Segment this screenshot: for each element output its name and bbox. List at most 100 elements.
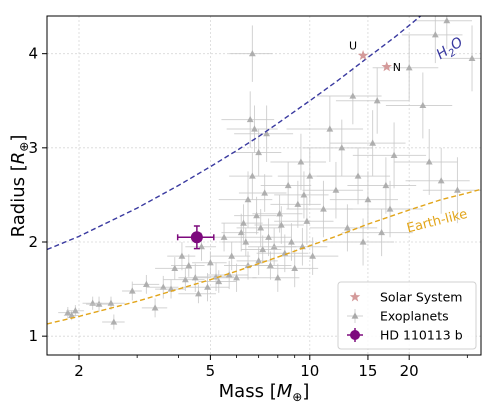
exoplanet-point: [260, 161, 312, 210]
exoplanet-marker: [369, 139, 377, 146]
exoplanet-point: [316, 67, 382, 125]
exoplanet-point: [341, 209, 413, 257]
exoplanet-marker: [110, 318, 118, 325]
exoplanet-point: [221, 227, 267, 257]
exoplanet-point: [181, 273, 230, 302]
exoplanet-point: [264, 223, 315, 261]
exoplanet-point: [405, 147, 470, 214]
exoplanet-point: [221, 204, 263, 242]
exoplanet-point: [218, 171, 273, 228]
exoplanet-point: [221, 91, 275, 148]
exoplanet-point: [234, 196, 276, 235]
exoplanet-point: [155, 257, 193, 280]
exoplanet-point: [234, 105, 294, 162]
exoplanet-point: [329, 171, 399, 228]
exoplanet-marker: [359, 238, 367, 245]
plot-frame: [46, 15, 482, 356]
exoplanet-point: [272, 227, 328, 266]
exoplanet-point: [352, 122, 427, 189]
exoplanet-marker: [142, 280, 150, 287]
exoplanet-marker: [443, 17, 451, 24]
exoplanet-point: [347, 180, 423, 238]
exoplanet-marker: [233, 274, 240, 281]
exoplanet-marker: [225, 271, 233, 278]
exoplanet-marker: [246, 115, 254, 123]
exoplanet-point: [286, 180, 353, 238]
exoplanet-point: [302, 161, 364, 219]
exoplanet-marker: [437, 177, 445, 184]
exoplanet-point: [229, 25, 273, 82]
planet-label-n: N: [393, 61, 401, 74]
exoplanet-point: [329, 110, 406, 177]
exoplanet-point: [372, 34, 439, 101]
exoplanet-point: [385, 72, 453, 139]
exoplanet-point: [221, 213, 259, 252]
exoplanet-point: [66, 305, 84, 317]
exoplanet-marker: [198, 243, 205, 250]
y-tick-label: 3: [28, 139, 38, 157]
exoplanet-marker: [71, 307, 79, 314]
exoplanet-point: [241, 218, 292, 257]
y-tick-label: 4: [28, 45, 38, 63]
exoplanet-point: [226, 105, 278, 153]
y-tick-label: 1: [28, 327, 38, 345]
exoplanet-marker: [228, 252, 236, 259]
exoplanet-marker: [251, 125, 258, 132]
exoplanet-marker: [390, 151, 398, 158]
exoplanet-marker: [431, 31, 439, 38]
y-axis-label: Radius [R⊕]: [8, 135, 31, 238]
x-tick-label: 2: [74, 362, 84, 380]
exoplanet-marker: [107, 299, 115, 306]
x-tick-label: 5: [206, 362, 216, 380]
exoplanet-marker: [326, 125, 334, 132]
exoplanet-point: [401, 16, 463, 64]
exoplanet-point: [236, 246, 278, 275]
x-tick-label: 10: [300, 362, 319, 380]
exoplanet-marker: [244, 196, 252, 203]
exoplanet-marker: [454, 186, 461, 193]
exoplanet-point: [309, 204, 378, 252]
planet-label-u: U: [349, 40, 357, 53]
legend-marker-hd110113b: [350, 330, 360, 340]
exoplanet-marker: [303, 217, 311, 224]
legend: Solar System Exoplanets HD 110113 b: [337, 281, 477, 350]
legend-label: Exoplanets: [380, 309, 449, 324]
exoplanet-marker: [354, 172, 362, 179]
exoplanet-marker: [349, 92, 357, 99]
exoplanet-marker: [267, 261, 274, 269]
earth-like-curve: [47, 188, 481, 325]
exoplanet-marker: [468, 54, 476, 61]
exoplanet-point: [274, 171, 329, 219]
exoplanet-marker: [215, 277, 223, 285]
exoplanet-marker: [263, 130, 271, 137]
legend-marker-exoplanets: [351, 312, 359, 319]
exoplanet-marker: [294, 200, 302, 207]
exoplanet-point: [335, 67, 410, 134]
exoplanet-marker: [255, 257, 263, 264]
exoplanet-point: [394, 129, 458, 195]
exoplanet-marker: [364, 196, 372, 203]
exoplanet-point: [422, 157, 481, 224]
exoplanet-marker: [382, 181, 390, 189]
exoplanet-marker: [288, 238, 295, 245]
exoplanet-point: [254, 206, 304, 244]
exoplanet-marker: [68, 311, 76, 319]
exoplanet-marker: [309, 252, 317, 259]
earth-like-curve-label: Earth-like: [405, 207, 469, 237]
exoplanet-marker: [338, 144, 346, 151]
exoplanet-marker: [257, 224, 265, 231]
exoplanet-marker: [159, 283, 167, 290]
exoplanet-marker: [185, 261, 193, 269]
legend-box: [337, 281, 477, 350]
hd110113b-point: [176, 225, 215, 250]
exoplanet-marker: [386, 205, 394, 212]
h2o-curve-label: H2O: [434, 34, 468, 65]
exoplanet-point: [102, 314, 125, 330]
exoplanet-marker: [253, 212, 260, 219]
exoplanet-point: [302, 119, 373, 177]
exoplanet-point: [270, 180, 321, 228]
exoplanet-marker: [248, 50, 256, 57]
exoplanet-marker: [89, 299, 97, 306]
exoplanet-point: [316, 147, 391, 205]
exoplanet-marker: [240, 219, 247, 226]
